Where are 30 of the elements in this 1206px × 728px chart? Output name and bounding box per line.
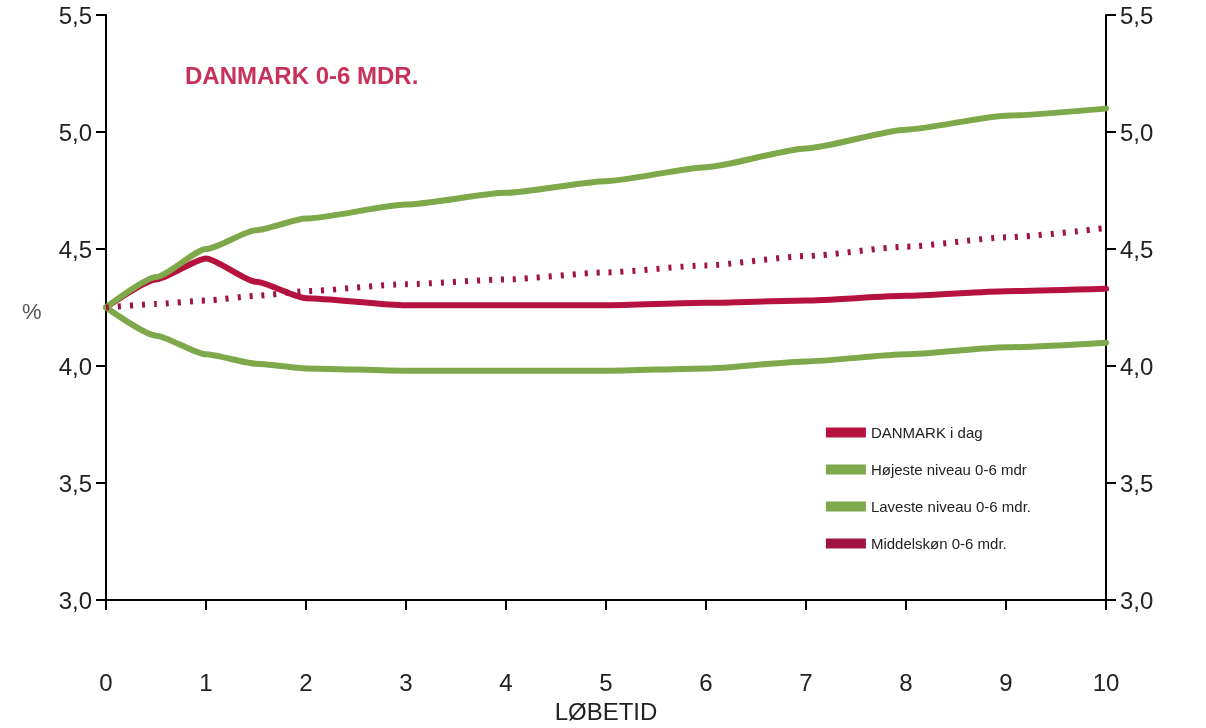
y-tick-label: 5,5 bbox=[58, 1, 92, 29]
y-tick-label: 3,5 bbox=[58, 469, 92, 497]
y-tick-label: 5,0 bbox=[58, 118, 92, 146]
legend-label: Højeste niveau 0-6 mdr bbox=[870, 461, 1027, 478]
x-tick-label: 6 bbox=[699, 668, 713, 696]
y2-tick-label: 4,0 bbox=[1120, 352, 1154, 380]
text: DANMARK 0-6 MDR. bbox=[185, 61, 419, 89]
y2-tick-label: 4,5 bbox=[1120, 235, 1154, 263]
y2-tick-label: 5,5 bbox=[1120, 1, 1154, 29]
x-tick-label: 0 bbox=[99, 668, 113, 696]
x-tick-label: 4 bbox=[499, 668, 513, 696]
y-tick-label: 3,0 bbox=[58, 586, 92, 614]
x-axis-title: LØBETID bbox=[554, 697, 658, 725]
legend-label: DANMARK i dag bbox=[870, 424, 983, 441]
x-tick-label: 8 bbox=[899, 668, 913, 696]
y2-tick-label: 3,0 bbox=[1120, 586, 1154, 614]
y-tick-label: 4,5 bbox=[58, 235, 92, 263]
y2-tick-label: 5,0 bbox=[1120, 118, 1154, 146]
y-axis-title: % bbox=[22, 298, 42, 324]
legend-label: Laveste niveau 0-6 mdr. bbox=[870, 498, 1031, 515]
y-tick-label: 4,0 bbox=[58, 352, 92, 380]
x-tick-label: 2 bbox=[299, 668, 313, 696]
x-tick-label: 3 bbox=[399, 668, 413, 696]
x-tick-label: 1 bbox=[199, 668, 213, 696]
x-tick-label: 9 bbox=[999, 668, 1013, 696]
y2-tick-label: 3,5 bbox=[1120, 469, 1154, 497]
legend-label: Middelskøn 0-6 mdr. bbox=[870, 535, 1007, 552]
x-tick-label: 7 bbox=[799, 668, 813, 696]
x-tick-label: 5 bbox=[599, 668, 613, 696]
x-tick-label: 10 bbox=[1092, 668, 1120, 696]
